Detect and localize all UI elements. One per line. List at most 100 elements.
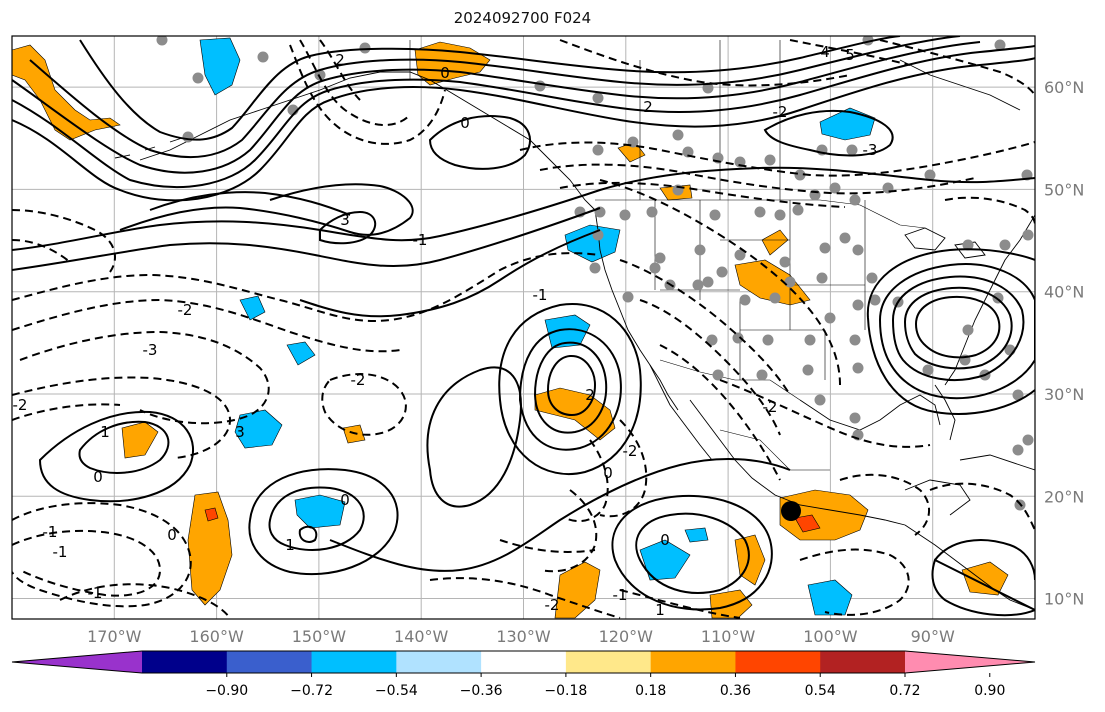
- colorbar-segment: [650, 651, 736, 673]
- contour-label: 3: [235, 423, 245, 441]
- station-dot: [866, 272, 878, 284]
- colorbar-tick-labels: −0.90 −0.72 −0.54 −0.36 −0.18 0.18 0.36 0.54 0.7…: [205, 673, 1005, 699]
- station-dot: [869, 294, 881, 306]
- contour-label: 0: [603, 464, 613, 482]
- station-dot: [646, 206, 658, 218]
- colorbar-tick-label: 0.72: [889, 683, 920, 699]
- latitude-label: 10°N: [1044, 590, 1084, 609]
- latitude-label: 60°N: [1044, 78, 1084, 97]
- station-dot: [756, 369, 768, 381]
- station-dot: [182, 131, 194, 143]
- station-dot: [754, 206, 766, 218]
- colorbar-segment: [820, 651, 906, 673]
- station-dot: [839, 232, 851, 244]
- cuba: [959, 454, 1035, 471]
- contour-label: -1: [613, 586, 628, 604]
- contour-label: 0: [167, 526, 177, 544]
- mexico-coast: [689, 399, 906, 526]
- contour-label: -1: [88, 584, 103, 602]
- station-dot: [682, 146, 694, 158]
- station-dot: [734, 249, 746, 261]
- colorbar-segment: [565, 651, 652, 673]
- contour-label: -2: [773, 103, 788, 121]
- us-mexico-border: [659, 359, 801, 401]
- station-dot: [1022, 434, 1034, 446]
- colorbar-segment: [481, 651, 567, 673]
- mexico-states: [719, 429, 830, 471]
- station-dot: [792, 204, 804, 216]
- station-dot: [769, 292, 781, 304]
- contour-label: -3: [143, 341, 158, 359]
- station-dot: [654, 252, 666, 264]
- station-dot: [1022, 229, 1034, 241]
- contour-label: -2: [351, 371, 366, 389]
- station-dot: [359, 42, 371, 54]
- station-dot: [622, 291, 634, 303]
- station-dot: [692, 279, 704, 291]
- station-dot: [706, 334, 718, 346]
- hudson-bay-edge: [899, 59, 1021, 111]
- station-dot: [732, 332, 744, 344]
- positive-patch: [121, 421, 159, 459]
- station-dot: [709, 209, 721, 221]
- station-dot: [764, 154, 776, 166]
- contour-label: -2: [545, 596, 560, 614]
- negative-patch: [819, 107, 876, 141]
- positive-patch: [554, 561, 601, 619]
- station-dot: [849, 194, 861, 206]
- latitude-label: 50°N: [1044, 180, 1084, 199]
- latitude-label: 20°N: [1044, 487, 1084, 506]
- contour-label: 1: [655, 601, 665, 619]
- contour-label: -2: [623, 442, 638, 460]
- negative-patch: [199, 37, 241, 96]
- contour-label: 3: [340, 211, 350, 229]
- east-coast: [944, 214, 1035, 386]
- colorbar-tick-label: −0.72: [290, 683, 333, 699]
- negative-patch: [234, 409, 283, 449]
- colorbar-tick-label: −0.36: [460, 683, 503, 699]
- station-dot: [592, 92, 604, 104]
- station-dot: [1012, 444, 1024, 456]
- colorbar-segment: [735, 651, 821, 673]
- coastlines: [114, 59, 1035, 611]
- contour-label: -2: [13, 396, 28, 414]
- gulf-coast: [799, 394, 941, 431]
- contour-labels: 2 3 0 -2 -3 -1 1 4 5 -2 -1 0 1 2 3 -2 0 -3 2 -2 1 0 -1 0 -2 0 -1 -2…: [13, 43, 878, 619]
- station-dot: [962, 239, 974, 251]
- colorbar-tick-label: −0.18: [544, 683, 587, 699]
- longitude-label: 90°W: [911, 627, 955, 646]
- contour-label: 5: [845, 46, 855, 64]
- station-dot: [702, 276, 714, 288]
- station-dot: [922, 364, 934, 376]
- station-dot: [694, 244, 706, 256]
- west-coast-us: [594, 209, 679, 411]
- station-dot: [816, 272, 828, 284]
- contour-label: 4: [820, 43, 830, 61]
- contour-label: -3: [863, 141, 878, 159]
- colorbar-outline: [11, 650, 1036, 674]
- longitude-label: 170°W: [87, 627, 142, 646]
- contour-label: 2: [643, 98, 653, 116]
- station-dot: [619, 209, 631, 221]
- station-dot: [774, 209, 786, 221]
- colorbar-extend-low: [12, 651, 142, 673]
- station-dot: [589, 262, 601, 274]
- colorbar-tick-label: −0.54: [375, 683, 418, 699]
- longitude-label: 100°W: [803, 627, 858, 646]
- station-dot: [314, 69, 326, 81]
- contour-label: 0: [660, 531, 670, 549]
- negative-patch: [807, 579, 853, 616]
- negative-patch: [239, 295, 266, 321]
- dashed-contours: [12, 39, 1035, 619]
- longitude-label: 120°W: [599, 627, 654, 646]
- station-dot: [829, 182, 841, 194]
- negative-patch: [544, 314, 591, 349]
- station-dot: [802, 364, 814, 376]
- contour-label: -2: [763, 398, 778, 416]
- station-dot: [804, 334, 816, 346]
- map-frame: [11, 35, 1036, 620]
- contour-label: 0: [93, 468, 103, 486]
- latitude-label: 30°N: [1044, 385, 1084, 404]
- map-title: 2024092700 F024: [453, 9, 592, 27]
- station-dot: [534, 80, 546, 92]
